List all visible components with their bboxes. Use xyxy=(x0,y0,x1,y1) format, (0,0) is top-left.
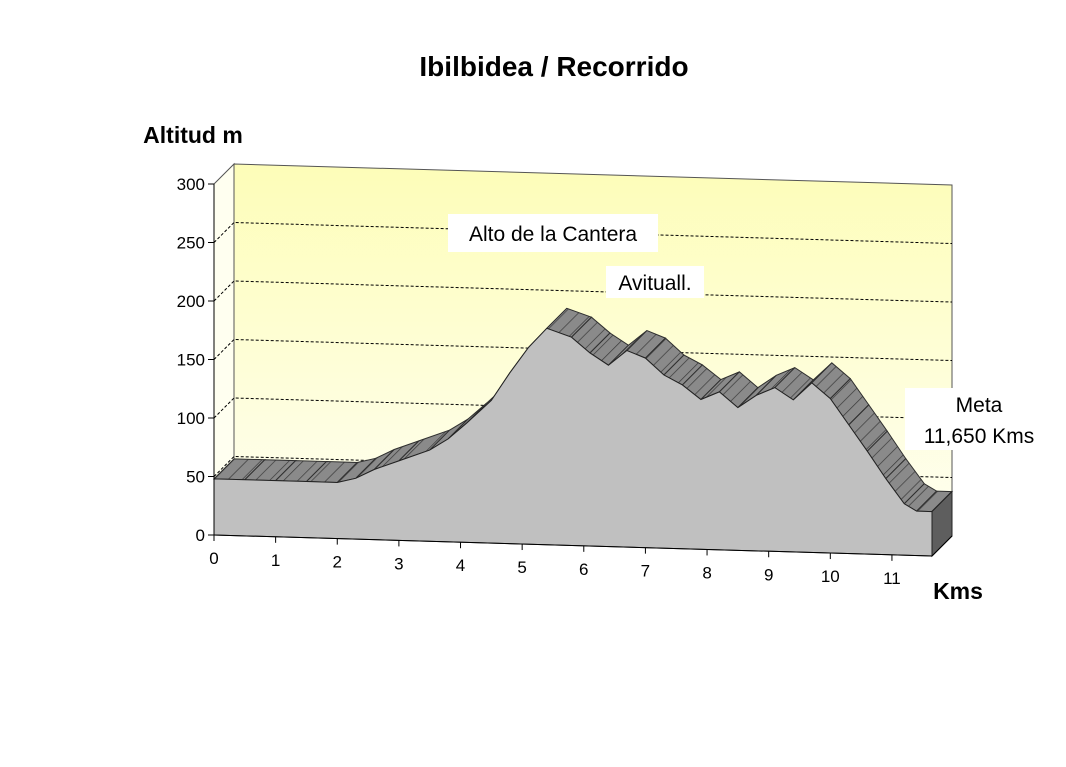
series-elevation xyxy=(212,307,954,558)
y-tick-label-100: 100 xyxy=(177,409,205,428)
x-tick-label-6: 6 xyxy=(579,560,588,579)
x-axis-depth-line xyxy=(931,535,953,557)
annotation-meta-text: Meta xyxy=(956,394,1003,417)
y-tick-label-300: 300 xyxy=(177,175,205,194)
annotation-meta-distance-text: 11,650 Kms xyxy=(924,425,1035,448)
x-tick-label-3: 3 xyxy=(394,554,403,573)
y-axis: 0 50 100 150 200 250 300 xyxy=(177,175,215,545)
annotation-meta: Meta 11,650 Kms xyxy=(905,388,1053,450)
x-tick-label-4: 4 xyxy=(456,556,465,575)
y-tick-label-150: 150 xyxy=(177,351,205,370)
x-tick-label-5: 5 xyxy=(517,558,526,577)
y-tick-label-200: 200 xyxy=(177,292,205,311)
x-tick-label-0: 0 xyxy=(209,549,218,568)
x-tick-label-9: 9 xyxy=(764,565,773,584)
y-tick-label-0: 0 xyxy=(196,526,205,545)
gridline-200 xyxy=(213,280,953,303)
x-tick-label-10: 10 xyxy=(821,567,840,586)
y-tick-label-250: 250 xyxy=(177,234,205,253)
x-axis: 0 1 2 3 4 5 6 7 8 9 10 11 xyxy=(209,534,953,588)
annotation-avituall: Avituall. xyxy=(606,266,704,298)
annotation-alto-de-la-cantera: Alto de la Cantera xyxy=(448,214,658,252)
x-tick-label-8: 8 xyxy=(702,563,711,582)
x-axis-line xyxy=(213,534,933,557)
y-tick-label-50: 50 xyxy=(186,468,205,487)
gridline-250 xyxy=(213,221,953,245)
y-axis-title: Altitud m xyxy=(143,122,243,148)
x-tick-label-1: 1 xyxy=(271,551,280,570)
x-tick-label-11: 11 xyxy=(883,569,901,588)
x-axis-title: Kms xyxy=(933,578,983,604)
annotation-alto-de-la-cantera-text: Alto de la Cantera xyxy=(469,223,637,246)
x-tick-label-2: 2 xyxy=(333,553,342,572)
series-front-face xyxy=(213,327,933,557)
gridline-150 xyxy=(213,338,953,362)
annotation-avituall-text: Avituall. xyxy=(618,272,691,295)
x-tick-label-7: 7 xyxy=(641,562,650,581)
chart-title: Ibilbidea / Recorrido xyxy=(419,51,688,82)
